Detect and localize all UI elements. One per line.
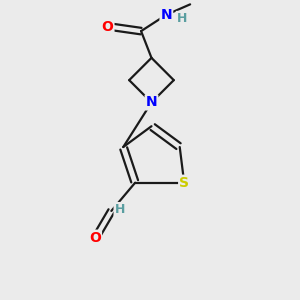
- Text: N: N: [146, 95, 157, 110]
- Text: O: O: [102, 20, 113, 34]
- Text: H: H: [177, 12, 187, 25]
- Text: S: S: [179, 176, 189, 190]
- Text: O: O: [89, 231, 101, 245]
- Text: H: H: [115, 203, 125, 216]
- Text: N: N: [160, 8, 172, 22]
